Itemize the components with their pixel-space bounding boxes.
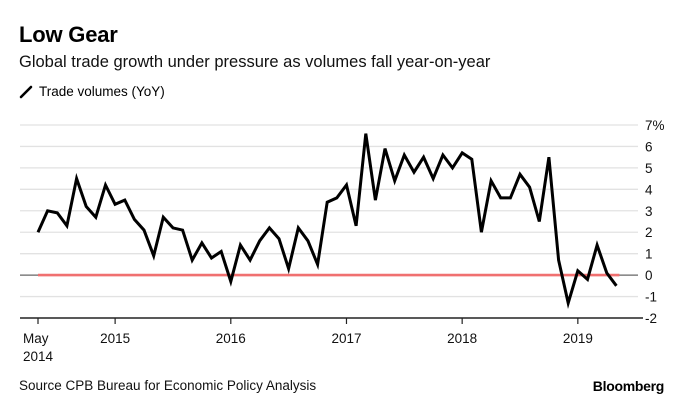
y-tick-label: 4 xyxy=(645,182,653,197)
legend-line-icon xyxy=(19,85,33,98)
series-line xyxy=(36,133,618,309)
gridlines xyxy=(20,124,638,298)
x-tick-label: 2014 xyxy=(23,349,54,364)
x-tick-label: 2018 xyxy=(447,331,477,346)
y-tick-label: 1 xyxy=(645,247,653,262)
y-tick-label: 3 xyxy=(645,204,653,219)
y-tick-label: -2 xyxy=(645,311,657,326)
y-tick-label: 5 xyxy=(645,161,653,176)
y-tick-label: 0 xyxy=(645,268,653,283)
y-tick-label: 6 xyxy=(645,139,653,154)
legend-label: Trade volumes (YoY) xyxy=(39,84,165,99)
x-tick-label: 2019 xyxy=(563,331,593,346)
y-axis: -2 -1 0 1 2 3 4 5 6 7% xyxy=(645,118,665,326)
legend: Trade volumes (YoY) xyxy=(19,84,165,99)
x-tick-label: 2015 xyxy=(100,331,130,346)
x-tick-label: 2016 xyxy=(216,331,246,346)
chart-subtitle: Global trade growth under pressure as vo… xyxy=(19,53,491,71)
x-tick-label: 2017 xyxy=(331,331,361,346)
chart-title: Low Gear xyxy=(19,22,118,47)
series-trade-volumes xyxy=(36,133,618,309)
y-tick-label: 7% xyxy=(645,118,665,133)
x-axis: May 2014 2015 2016 2017 2018 2019 xyxy=(20,317,643,364)
y-tick-label: -1 xyxy=(645,290,657,305)
bloomberg-logo: Bloomberg xyxy=(592,378,665,394)
source-note: Source CPB Bureau for Economic Policy An… xyxy=(19,378,317,393)
y-tick-label: 2 xyxy=(645,225,653,240)
x-tick-label: May xyxy=(23,331,49,346)
